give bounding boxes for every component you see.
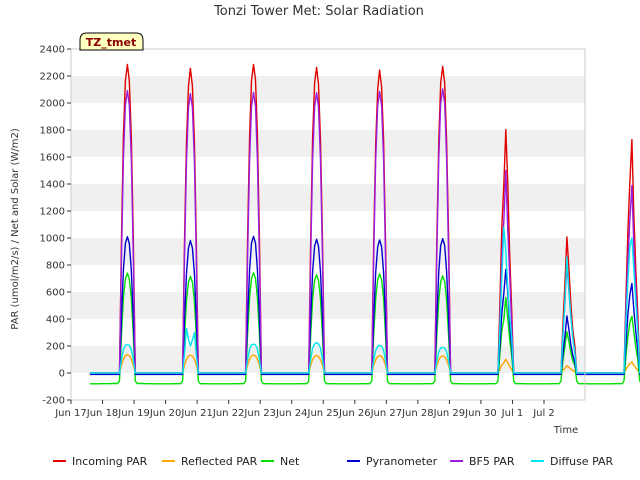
y-axis-ticks: -200 0 200 400 600 800 1000 1200 1400 1600 1800 200… — [40, 45, 71, 407]
legend-label: Net — [280, 455, 300, 468]
legend-label: Pyranometer — [366, 455, 438, 468]
x-tick-label: Jun 29 — [433, 408, 466, 419]
x-tick-label: Jun 24 — [275, 408, 308, 419]
legend-label: Reflected PAR — [181, 455, 258, 468]
x-tick-label: Jun 27 — [370, 408, 403, 419]
grid-band — [71, 238, 585, 265]
y-tick-label: 2200 — [40, 72, 65, 83]
grid-band — [71, 211, 585, 238]
legend: Incoming PAR Reflected PAR Net Pyranometer B… — [53, 455, 614, 468]
tz-tag-label: TZ_tmet — [86, 36, 136, 49]
y-tick-label: 1200 — [40, 207, 65, 218]
x-tick-label: Jun 18 — [86, 408, 119, 419]
legend-label: Diffuse PAR — [550, 455, 614, 468]
x-tick-label: Jun 23 — [243, 408, 276, 419]
x-tick-label: Jun 30 — [464, 408, 497, 419]
series-layer — [89, 63, 640, 385]
chart-title: Tonzi Tower Met: Solar Radiation — [213, 4, 424, 19]
y-tick-label: 2000 — [40, 99, 65, 110]
x-tick-label: Jun 22 — [212, 408, 245, 419]
x-tick-label: Jun 21 — [180, 408, 213, 419]
grid-band — [71, 103, 585, 130]
y-tick-label: 2400 — [40, 45, 65, 56]
legend-label: BF5 PAR — [469, 455, 515, 468]
x-axis-label: Time — [553, 425, 578, 436]
x-tick-label: Jun 17 — [54, 408, 87, 419]
tz-tag: TZ_tmet — [79, 32, 144, 51]
y-tick-label: 1000 — [40, 234, 65, 245]
y-tick-label: 200 — [46, 342, 65, 353]
grid-band — [71, 130, 585, 157]
x-tick-label: Jun 20 — [149, 408, 182, 419]
legend-label: Incoming PAR — [72, 455, 148, 468]
y-tick-label: 400 — [46, 315, 65, 326]
y-tick-label: -200 — [42, 396, 65, 407]
y-tick-label: 800 — [46, 261, 65, 272]
x-tick-label: Jun 26 — [338, 408, 371, 419]
y-axis-label: PAR (umol/m2/s) / Net and Solar (W/m2) — [10, 128, 21, 330]
x-tick-label: Jul 2 — [532, 408, 555, 419]
grid-band — [71, 346, 585, 373]
series-line-net — [89, 272, 640, 385]
y-tick-label: 600 — [46, 288, 65, 299]
y-tick-label: 0 — [59, 369, 65, 380]
grid-band — [71, 265, 585, 292]
x-tick-label: Jun 19 — [117, 408, 150, 419]
grid-band — [71, 373, 585, 400]
grid-band — [71, 157, 585, 184]
y-tick-label: 1400 — [40, 180, 65, 191]
grid-band — [71, 49, 585, 76]
plot-frame — [70, 48, 586, 401]
series-line-pyranometer — [89, 235, 640, 376]
grid-band — [71, 184, 585, 211]
y-tick-label: 1800 — [40, 126, 65, 137]
tz-tag-box — [79, 32, 144, 51]
y-tick-label: 1600 — [40, 153, 65, 164]
x-tick-label: Jun 28 — [401, 408, 434, 419]
x-tick-label: Jun 25 — [307, 408, 340, 419]
x-tick-label: Jul 1 — [501, 408, 524, 419]
grid-band — [71, 76, 585, 103]
x-axis-ticks: Jun 17 Jun 18 Jun 19 Jun 20 Jun 21 Jun 22 Jun … — [54, 400, 555, 419]
series-line-diffuse-par — [89, 226, 640, 374]
